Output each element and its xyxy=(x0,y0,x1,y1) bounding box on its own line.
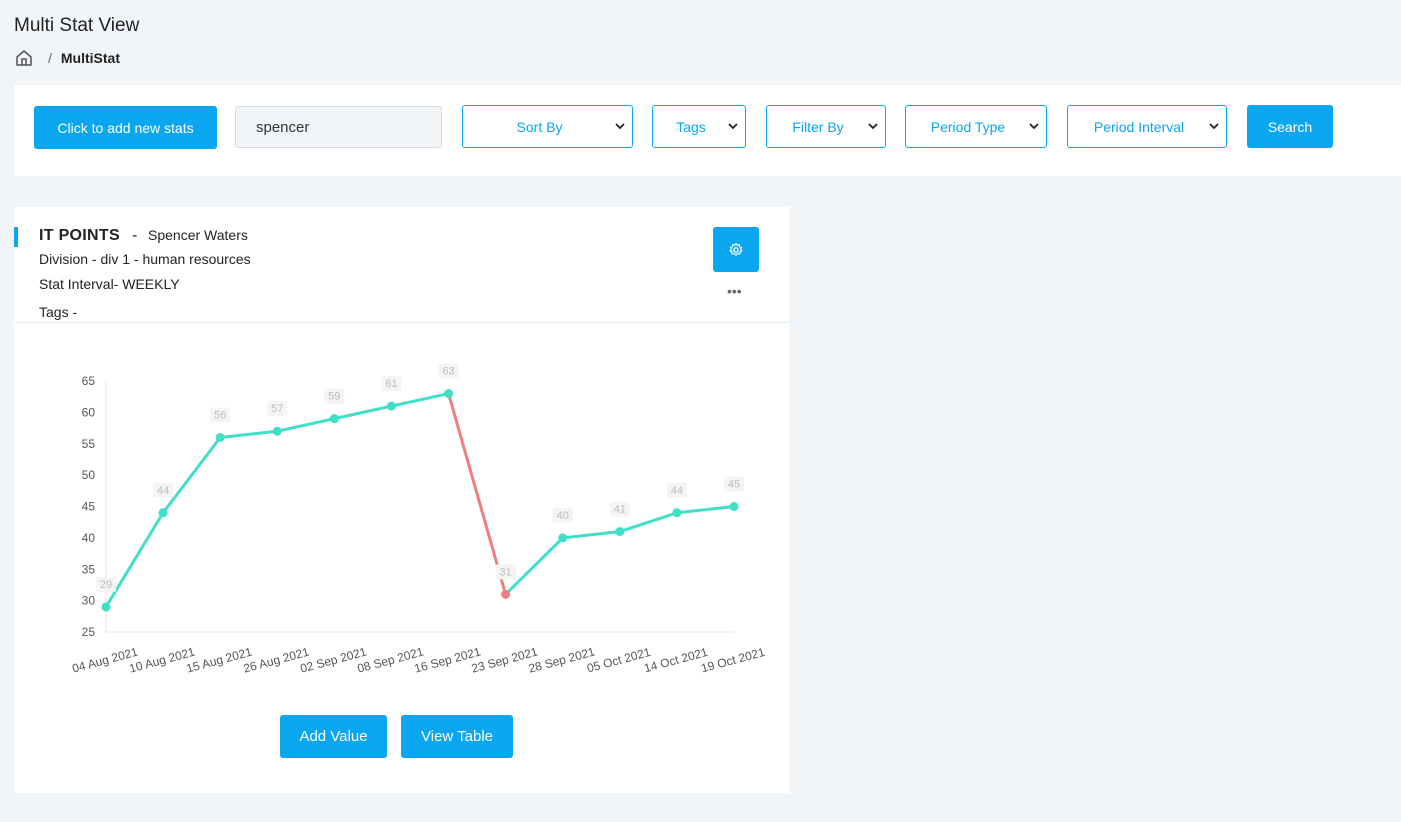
data-label-bg xyxy=(153,482,174,498)
y-tick-label: 55 xyxy=(82,437,96,451)
data-point xyxy=(444,389,454,399)
data-label: 31 xyxy=(500,566,512,578)
series-segment xyxy=(104,511,165,609)
stat-card: IT POINTS - Spencer Waters Division - di… xyxy=(14,207,789,793)
data-point xyxy=(386,401,396,411)
x-tick-label: 14 Oct 2021 xyxy=(642,645,709,676)
data-label-bg xyxy=(438,363,459,379)
tags-label: Tags xyxy=(676,118,706,135)
period-interval-select[interactable]: Period Interval xyxy=(1067,105,1227,148)
series-segment xyxy=(618,511,679,534)
data-point xyxy=(615,527,625,537)
chevron-down-icon xyxy=(1209,123,1219,130)
data-label: 63 xyxy=(442,366,454,378)
y-tick-label: 35 xyxy=(82,562,96,576)
chevron-down-icon xyxy=(615,123,625,130)
card-divider xyxy=(14,322,789,323)
search-input[interactable]: spencer xyxy=(235,106,442,148)
data-label-bg xyxy=(324,388,345,404)
stat-division: Division - div 1 - human resources xyxy=(39,251,251,267)
x-tick-label: 28 Sep 2021 xyxy=(527,644,597,675)
data-label: 56 xyxy=(214,409,226,421)
series-segment xyxy=(275,417,336,433)
data-label: 41 xyxy=(614,504,626,516)
series-segment xyxy=(161,435,222,515)
y-tick-label: 60 xyxy=(82,405,96,419)
period-type-select[interactable]: Period Type xyxy=(905,105,1047,148)
data-label: 59 xyxy=(328,391,340,403)
y-tick-label: 40 xyxy=(82,531,96,545)
stat-name: IT POINTS xyxy=(39,227,120,244)
y-tick-label: 30 xyxy=(82,594,96,608)
data-label: 44 xyxy=(157,485,169,497)
view-table-button[interactable]: View Table xyxy=(401,715,513,758)
y-tick-label: 50 xyxy=(82,468,96,482)
data-point xyxy=(158,508,168,518)
y-tick-label: 45 xyxy=(82,500,96,514)
series-segment xyxy=(332,404,393,421)
series-segment xyxy=(504,536,565,596)
settings-button[interactable] xyxy=(713,227,759,272)
chevron-down-icon xyxy=(728,123,738,130)
chevron-down-icon xyxy=(868,123,878,130)
data-label: 40 xyxy=(557,510,569,522)
series-segment xyxy=(675,505,736,515)
data-point xyxy=(558,533,568,543)
filter-toolbar: Click to add new stats spencer Sort By T… xyxy=(14,85,1401,176)
filter-by-label: Filter By xyxy=(792,118,844,135)
data-label-bg xyxy=(96,576,116,592)
page-title: Multi Stat View xyxy=(14,15,140,36)
data-point xyxy=(101,602,111,612)
breadcrumb: / MultiStat xyxy=(14,48,120,68)
series-segment xyxy=(561,530,622,540)
home-icon[interactable] xyxy=(14,48,34,68)
data-label-bg xyxy=(381,376,402,392)
search-button[interactable]: Search xyxy=(1247,105,1333,148)
data-label: 44 xyxy=(671,485,683,497)
line-chart: 25 30 35 40 45 50 55 60 65 29 44 56 57 59 61 63 31 40 41 44… xyxy=(71,363,767,676)
data-label-bg xyxy=(267,401,288,417)
data-point xyxy=(672,508,682,518)
more-options-icon[interactable]: ••• xyxy=(727,283,742,299)
add-value-button[interactable]: Add Value xyxy=(280,715,387,758)
period-type-label: Period Type xyxy=(930,118,1006,135)
filter-by-select[interactable]: Filter By xyxy=(766,105,886,148)
title-dash: - xyxy=(132,227,138,244)
breadcrumb-separator: / xyxy=(48,50,52,66)
gear-icon xyxy=(729,242,743,256)
tags-select[interactable]: Tags xyxy=(652,105,746,148)
data-label: 57 xyxy=(271,403,283,415)
data-label-bg xyxy=(552,507,573,523)
card-accent-bar xyxy=(14,227,18,247)
x-tick-label: 19 Oct 2021 xyxy=(700,645,767,676)
series-segment xyxy=(447,392,508,596)
data-point xyxy=(215,432,225,442)
data-label-bg xyxy=(609,501,630,517)
chevron-down-icon xyxy=(1029,123,1039,130)
sort-by-select[interactable]: Sort By xyxy=(462,105,633,148)
y-tick-label: 25 xyxy=(82,625,96,639)
data-label-bg xyxy=(495,564,516,580)
data-point xyxy=(501,589,511,599)
data-label-bg xyxy=(724,476,744,492)
x-tick-label: 05 Oct 2021 xyxy=(585,645,652,676)
data-label: 45 xyxy=(728,479,740,491)
y-tick-label: 65 xyxy=(82,374,96,388)
sort-by-label: Sort By xyxy=(516,118,563,135)
data-point xyxy=(272,426,282,436)
data-point xyxy=(729,502,739,511)
data-label-bg xyxy=(666,482,687,498)
data-label: 61 xyxy=(385,378,397,390)
series-segment xyxy=(218,429,279,439)
stat-interval: Stat Interval- WEEKLY xyxy=(39,276,180,292)
breadcrumb-current: MultiStat xyxy=(60,50,120,66)
period-interval-label: Period Interval xyxy=(1093,118,1185,135)
data-point xyxy=(329,414,339,424)
stat-tags: Tags - xyxy=(39,304,78,320)
data-label: 29 xyxy=(100,579,112,591)
stat-owner: Spencer Waters xyxy=(148,227,248,243)
add-new-stats-button[interactable]: Click to add new stats xyxy=(34,106,217,149)
data-label-bg xyxy=(210,407,231,423)
series-segment xyxy=(389,392,451,408)
